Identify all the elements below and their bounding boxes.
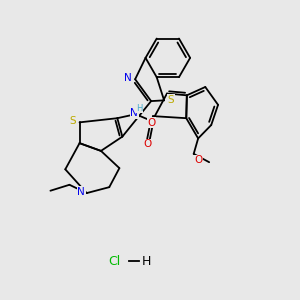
- Text: N: N: [124, 73, 132, 83]
- Text: N: N: [130, 108, 138, 118]
- Text: S: S: [70, 116, 76, 126]
- Text: O: O: [147, 118, 156, 128]
- Text: O: O: [143, 140, 151, 149]
- Text: N: N: [77, 187, 85, 196]
- Text: H: H: [142, 255, 151, 268]
- Text: S: S: [167, 95, 174, 105]
- Text: H: H: [136, 103, 142, 112]
- Text: O: O: [194, 155, 202, 165]
- Text: Cl: Cl: [108, 255, 121, 268]
